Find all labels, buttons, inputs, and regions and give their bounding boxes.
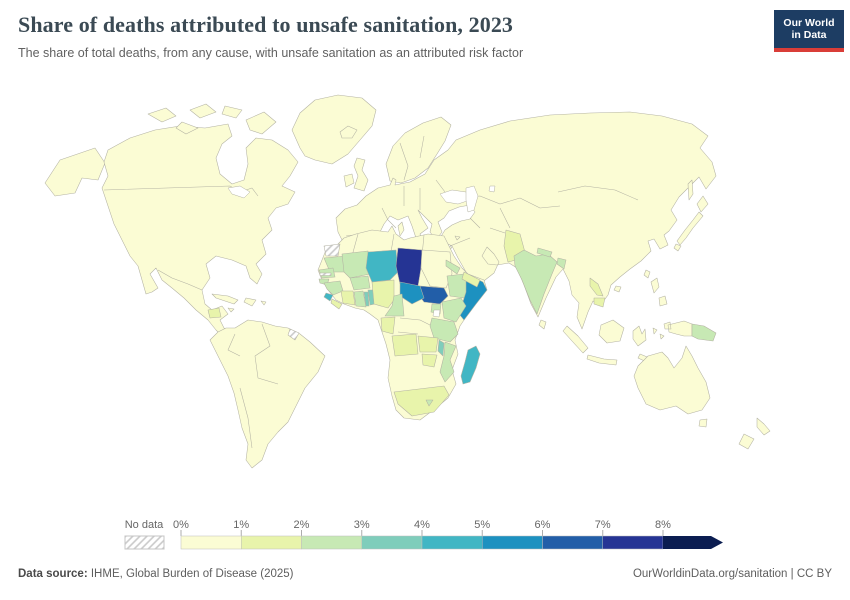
country-bangladesh[interactable] (556, 257, 567, 270)
landmass-new-zealand[interactable] (738, 417, 771, 450)
country-somalia[interactable] (458, 273, 488, 321)
lake-victoria (432, 309, 441, 318)
country-burkina-faso[interactable] (349, 275, 371, 291)
landmass-asian-islands[interactable] (538, 269, 651, 330)
no-data-swatch[interactable] (124, 535, 165, 550)
country-zambia[interactable] (417, 335, 439, 353)
legend-segment-3-4[interactable] (361, 535, 423, 550)
data-source-label: Data source: (18, 568, 88, 580)
country-tanzania[interactable] (429, 317, 459, 343)
country-liberia[interactable] (330, 298, 343, 310)
country-ghana[interactable] (353, 290, 367, 308)
landmass-australia[interactable] (633, 345, 711, 428)
landmass-alaska[interactable] (44, 147, 106, 197)
legend-segment-7-8[interactable] (602, 535, 664, 550)
country-yemen[interactable] (461, 271, 481, 288)
attribution-separator: | (787, 568, 797, 580)
owid-link[interactable]: OurWorldinData.org/sanitation (632, 568, 788, 580)
chart-footer: Data source: IHME, Global Burden of Dise… (18, 568, 832, 580)
country-kenya[interactable] (441, 297, 467, 323)
legend-segment-6-7[interactable] (542, 535, 603, 550)
legend-tick-0: 0% (173, 519, 189, 531)
landmass-scandinavia[interactable] (385, 116, 452, 184)
country-angola[interactable] (391, 333, 419, 357)
country-togo[interactable] (363, 291, 370, 307)
country-sudan[interactable] (420, 249, 453, 289)
country-south-africa[interactable] (393, 385, 450, 417)
legend-segment-8-plus[interactable] (663, 536, 723, 549)
map-legend: No data 0% 1% 2% 3% 4% 5% 6% 7% 8% (0, 512, 850, 558)
country-india[interactable] (513, 249, 558, 315)
country-sierra-leone[interactable] (323, 292, 334, 302)
south-america-borders (227, 323, 279, 449)
country-guatemala[interactable] (207, 307, 222, 319)
country-madagascar[interactable] (460, 345, 481, 385)
legend-tick-7: 7% (595, 519, 611, 531)
owid-logo-text: Our World in Data (783, 17, 834, 41)
data-source-text: IHME, Global Burden of Disease (2025) (87, 568, 294, 580)
country-zimbabwe[interactable] (421, 353, 438, 368)
great-lakes (227, 185, 251, 199)
aral-sea (488, 185, 496, 193)
country-gambia[interactable] (319, 272, 332, 276)
landmass-british-isles[interactable] (343, 157, 369, 192)
country-cameroon[interactable] (384, 293, 405, 317)
country-niger[interactable] (365, 249, 399, 283)
data-source: Data source: IHME, Global Burden of Dise… (18, 568, 294, 580)
country-cambodia[interactable] (593, 297, 606, 308)
country-papua-new-guinea[interactable] (691, 323, 717, 342)
country-cote-divoire[interactable] (340, 290, 356, 306)
page-title: Share of deaths attributed to unsafe san… (18, 12, 514, 37)
owid-logo-line1: Our World (783, 17, 835, 29)
legend-tick-2: 2% (294, 519, 310, 531)
country-gabon-congo[interactable] (380, 316, 396, 335)
legend-segment-2-3[interactable] (301, 535, 362, 550)
legend-segment-0-1[interactable] (180, 535, 242, 550)
country-chad[interactable] (395, 247, 423, 287)
legend-tick-5: 5% (474, 519, 490, 531)
landmass-japan[interactable] (673, 179, 709, 252)
legend-segment-1-2[interactable] (241, 535, 302, 550)
country-eritrea[interactable] (445, 259, 461, 275)
world-map[interactable] (0, 88, 850, 506)
legend-tick-8: 8% (655, 519, 671, 531)
country-mozambique[interactable] (439, 341, 457, 383)
landmass-indonesia-philippines[interactable] (562, 277, 693, 366)
chart-header: Share of deaths attributed to unsafe san… (18, 12, 760, 60)
country-central-african-republic[interactable] (399, 281, 425, 305)
legend-tick-marks (180, 530, 664, 536)
landmass-greenland[interactable] (291, 94, 377, 165)
landmass-south-america[interactable] (209, 319, 326, 469)
country-laos[interactable] (589, 277, 604, 297)
page-subtitle: The share of total deaths, from any caus… (18, 46, 524, 60)
caspian-sea (465, 185, 479, 213)
owid-logo[interactable]: Our World in Data (774, 10, 844, 52)
country-malawi[interactable] (437, 339, 445, 357)
country-western-sahara[interactable] (323, 243, 341, 257)
country-lesotho[interactable] (425, 399, 434, 407)
country-nepal[interactable] (536, 247, 553, 258)
license-label: CC BY (796, 568, 832, 580)
legend-tick-6: 6% (535, 519, 551, 531)
country-mali[interactable] (341, 250, 371, 279)
country-french-guiana[interactable] (287, 328, 300, 341)
country-nigeria[interactable] (371, 279, 395, 309)
legend-tick-4: 4% (414, 519, 430, 531)
legend-tick-3: 3% (354, 519, 370, 531)
landmass-north-america[interactable] (101, 123, 299, 351)
landmass-arctic-islands[interactable] (147, 103, 277, 135)
country-guinea[interactable] (323, 280, 344, 296)
landmass-caribbean[interactable] (211, 293, 267, 313)
no-data-label: No data (125, 519, 164, 531)
legend-segment-4-5[interactable] (421, 535, 483, 550)
scandinavia-borders (399, 135, 425, 181)
legend-segment-5-6[interactable] (482, 535, 543, 550)
attribution: OurWorldinData.org/sanitation | CC BY (633, 568, 832, 580)
owid-logo-line2: in Data (791, 29, 827, 41)
us-mexico-border (157, 269, 203, 291)
legend-tick-1: 1% (233, 519, 249, 531)
landmass-iceland[interactable] (339, 125, 358, 139)
